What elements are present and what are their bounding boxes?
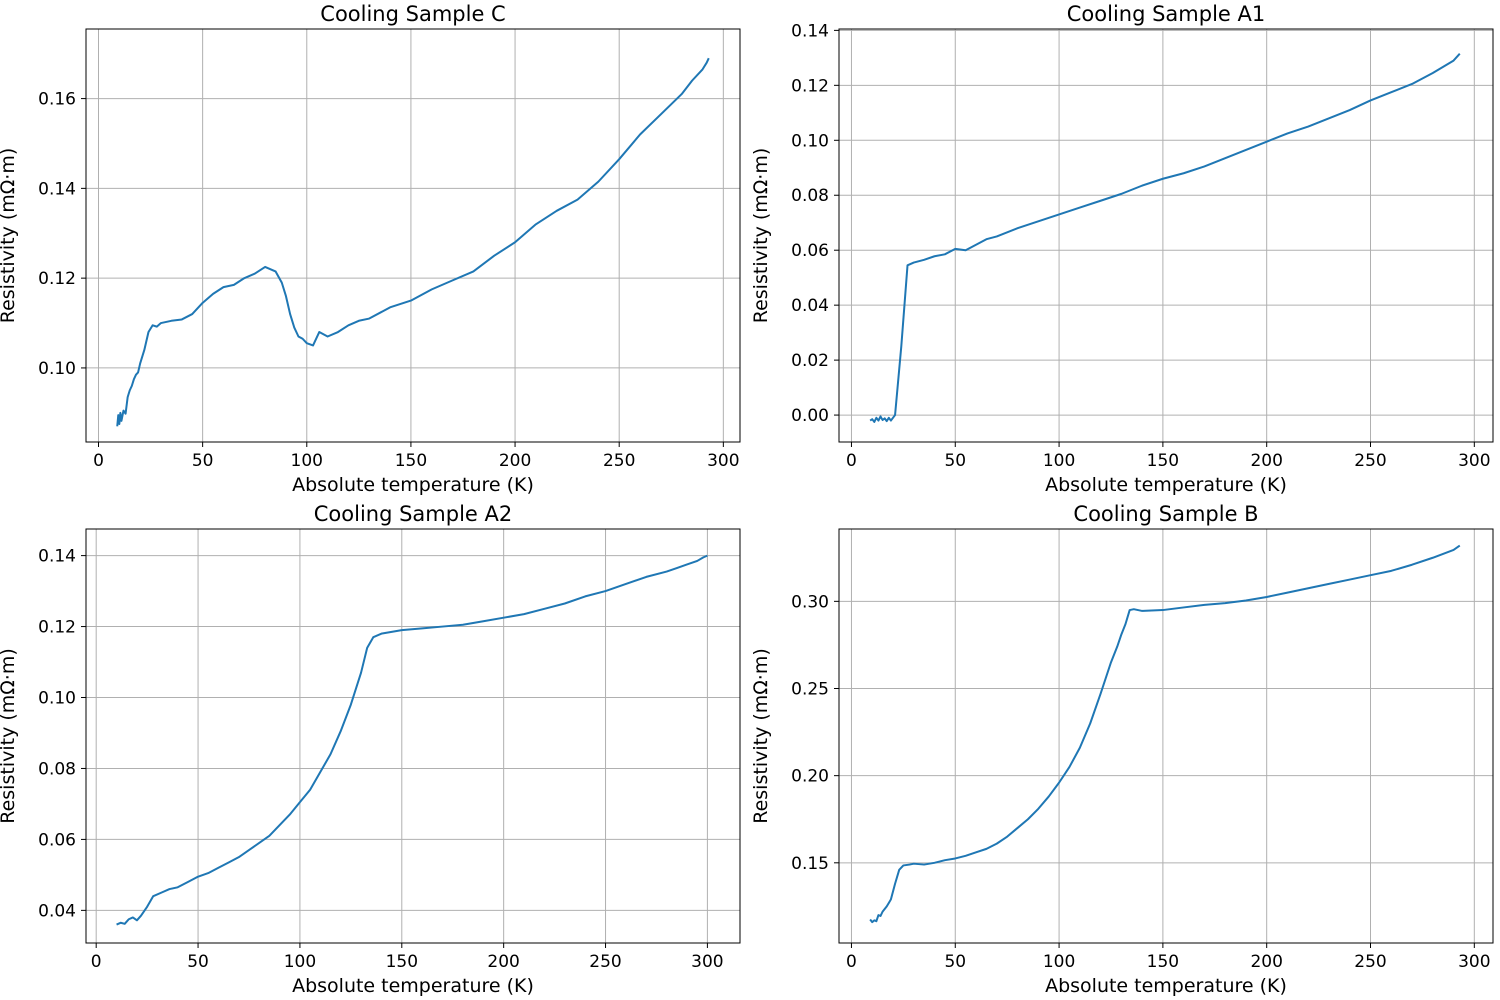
x-tick-label: 100 (1043, 952, 1075, 972)
y-tick-label: 0.14 (38, 547, 76, 567)
chart-title: Cooling Sample A2 (314, 502, 513, 526)
x-tick-label: 150 (1147, 451, 1179, 471)
x-tick-label: 200 (1250, 952, 1282, 972)
x-tick-label: 100 (291, 451, 323, 471)
y-tick-label: 0.04 (791, 296, 829, 316)
x-tick-label: 300 (707, 451, 739, 471)
series-line (869, 544, 1461, 924)
x-tick-label: 0 (846, 451, 857, 471)
x-tick-label: 250 (603, 451, 635, 471)
y-tick-label: 0.25 (791, 679, 829, 699)
y-tick-label: 0.06 (38, 830, 76, 850)
y-tick-label: 0.08 (791, 186, 829, 206)
x-tick-label: 100 (1043, 451, 1075, 471)
plot-frame (838, 528, 1494, 944)
y-axis-label: Resistivity (mΩ·m) (0, 148, 19, 324)
y-tick-label: 0.10 (38, 359, 76, 379)
x-axis-label: Absolute temperature (K) (292, 474, 534, 496)
x-tick-label: 0 (91, 952, 102, 972)
series-line (116, 57, 710, 427)
x-tick-label: 150 (1147, 952, 1179, 972)
y-tick-label: 0.00 (791, 406, 829, 426)
y-tick-label: 0.20 (791, 767, 829, 787)
x-tick-label: 150 (395, 451, 427, 471)
y-tick-label: 0.16 (38, 90, 76, 110)
plot-frame (85, 28, 741, 443)
x-tick-label: 50 (944, 451, 966, 471)
y-tick-label: 0.10 (791, 131, 829, 151)
series-line (116, 554, 708, 926)
y-tick-label: 0.12 (38, 269, 76, 289)
y-axis-label: Resistivity (mΩ·m) (750, 148, 772, 324)
y-tick-label: 0.30 (791, 592, 829, 612)
y-tick-label: 0.15 (791, 854, 829, 874)
plot-frame (85, 528, 741, 944)
x-tick-label: 300 (691, 952, 723, 972)
x-axis-label: Absolute temperature (K) (1045, 975, 1287, 997)
x-tick-label: 200 (1250, 451, 1282, 471)
y-tick-label: 0.12 (791, 76, 829, 96)
y-tick-label: 0.14 (38, 179, 76, 199)
chart-title: Cooling Sample C (320, 2, 505, 26)
x-axis-label: Absolute temperature (K) (292, 975, 534, 997)
y-axis-label: Resistivity (mΩ·m) (0, 648, 19, 824)
series-line (869, 53, 1461, 423)
x-tick-label: 300 (1458, 952, 1490, 972)
x-tick-label: 100 (284, 952, 316, 972)
x-tick-label: 250 (1354, 451, 1386, 471)
y-tick-label: 0.02 (791, 351, 829, 371)
y-tick-label: 0.06 (791, 241, 829, 261)
x-tick-label: 0 (93, 451, 104, 471)
x-tick-label: 50 (187, 952, 209, 972)
x-tick-label: 50 (944, 952, 966, 972)
x-tick-label: 50 (192, 451, 214, 471)
x-tick-label: 0 (846, 952, 857, 972)
x-tick-label: 300 (1458, 451, 1490, 471)
y-axis-label: Resistivity (mΩ·m) (750, 648, 772, 824)
plot-frame (838, 28, 1494, 443)
chart-panel-cooling-sample-b: 0 50 100 150 200 250 300 0.15 0.20 0.25 0.30 Coolin… (750, 502, 1494, 997)
x-tick-label: 250 (589, 952, 621, 972)
x-tick-label: 200 (487, 952, 519, 972)
y-tick-label: 0.12 (38, 618, 76, 638)
x-tick-label: 150 (386, 952, 418, 972)
chart-title: Cooling Sample B (1073, 502, 1258, 526)
chart-title: Cooling Sample A1 (1067, 2, 1266, 26)
y-tick-label: 0.04 (38, 901, 76, 921)
chart-panel-cooling-sample-a2: 0 50 100 150 200 250 300 0.04 0.06 0.08 0.10 0.12 0.… (0, 502, 741, 997)
y-tick-label: 0.14 (791, 21, 829, 41)
chart-panel-cooling-sample-a1: 0 50 100 150 200 250 300 0.00 0.02 0.04 0.06 0.08 0.… (750, 2, 1494, 496)
x-tick-label: 250 (1354, 952, 1386, 972)
x-tick-label: 200 (499, 451, 531, 471)
y-tick-label: 0.08 (38, 759, 76, 779)
y-tick-label: 0.10 (38, 689, 76, 709)
x-axis-label: Absolute temperature (K) (1045, 474, 1287, 496)
chart-panel-cooling-sample-c: 0 50 100 150 200 250 300 0.10 0.12 0.14 0.16 Coolin… (0, 2, 741, 496)
